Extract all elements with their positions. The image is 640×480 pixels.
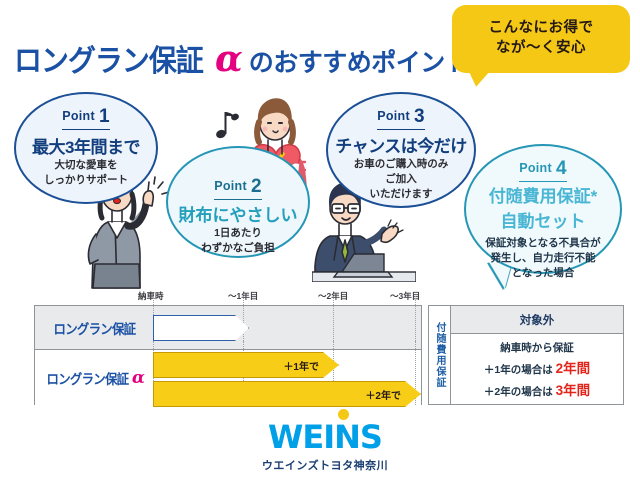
incidental-cost-line-3-prefix: ＋2年の場合は — [483, 385, 556, 398]
weins-logo-text: WEINS — [268, 418, 383, 456]
point-1-number: 1 — [98, 106, 110, 127]
page-title-main: ロングラン保証 — [14, 44, 204, 79]
point-1-heading: 最大3年間まで — [32, 138, 140, 157]
chart-row-alpha-symbol: α — [131, 368, 145, 388]
point-3-sub-line-1: お車のご購入時のみ — [353, 158, 449, 171]
page-title: ロングラン保証 α のおすすめポイント — [14, 36, 470, 80]
gridline-1 — [243, 296, 244, 349]
point-3-label: Point 3 — [377, 106, 425, 130]
chart-row-alpha-label-text: ロングラン保証 — [46, 372, 130, 388]
chart-bar-alpha-plus2: ＋2年で — [153, 381, 421, 407]
incidental-cost-panel: 付随費用保証 対象外 納車時から保証 ＋1年の場合は 2年間 ＋2年の場合は 3… — [428, 305, 624, 405]
incidental-cost-vertical-label: 付随費用保証 — [429, 306, 451, 404]
point-3-label-text: Point — [377, 109, 410, 123]
illustration-man-at-desk — [312, 182, 416, 282]
point-1-sub-line-1: 大切な愛車を — [54, 159, 118, 172]
point-1-label: Point 1 — [62, 106, 110, 130]
incidental-cost-line-2: ＋1年の場合は 2年間 — [484, 357, 590, 377]
point-2-sub-line-2: わずかなご負担 — [201, 241, 275, 254]
gridline-a3 — [415, 341, 416, 405]
incidental-cost-line-1: 納車時から保証 — [500, 341, 574, 354]
point-4-bubble: Point 4 付随費用保証* 自動セット 保証対象となる不具合が 発生し、自力走… — [464, 144, 622, 279]
point-4-sub-line-2: 発生し、自力走行不能 — [490, 251, 596, 264]
callout-line-2: なが〜く安心 — [496, 40, 586, 56]
point-3-heading: チャンスは今だけ — [335, 137, 467, 156]
chart-bar-alpha-plus2-label: ＋2年で — [365, 390, 401, 402]
chart-tick-3: ～3年目 — [390, 291, 421, 301]
chart-tick-0: 納車時 — [138, 291, 164, 301]
page-title-tail: のおすすめポイント — [248, 49, 470, 77]
gridline-a2 — [333, 341, 334, 405]
incidental-cost-line-2-years: 2年間 — [555, 360, 591, 376]
point-2-heading: 財布にやさしい — [178, 206, 298, 225]
chart-bar-alpha-plus1-label: ＋1年で — [283, 361, 319, 373]
weins-logo-wordmark: WEINS — [268, 409, 383, 456]
callout-line-1: こんなにお得で — [488, 20, 594, 37]
chart-row-standard: ロングラン保証 — [35, 296, 421, 350]
point-2-circle: Point 2 財布にやさしい 1日あたり わずかなご負担 — [166, 146, 310, 258]
gridline-3 — [415, 296, 416, 349]
incidental-cost-header: 対象外 — [451, 306, 623, 334]
chart-row-alpha: ロングラン保証 α ＋1年で ＋2年で — [35, 341, 421, 407]
point-4-label-text: Point — [519, 161, 552, 175]
incidental-cost-body: 対象外 納車時から保証 ＋1年の場合は 2年間 ＋2年の場合は 3年間 — [451, 306, 623, 404]
incidental-cost-line-3-years: 3年間 — [555, 382, 591, 398]
incidental-cost-line-3: ＋2年の場合は 3年間 — [484, 379, 590, 399]
chart-row-standard-label-text: ロングラン保証 — [53, 321, 136, 338]
point-2-label: Point 2 — [214, 176, 262, 200]
music-notes-icon — [216, 112, 239, 139]
point-4-label: Point 4 — [519, 158, 567, 182]
chart-bar-alpha-plus1: ＋1年で — [153, 352, 339, 378]
chart-axis-labels: 納車時 ～1年目 ～2年目 ～3年目 — [34, 290, 422, 304]
page-title-alpha: α — [215, 38, 243, 80]
warranty-comparison-chart: ロングラン保証 ロングラン保証 α — [34, 296, 422, 407]
point-3-sub-line-2: ご加入 — [385, 172, 417, 185]
chart-row-standard-label: ロングラン保証 — [35, 306, 153, 349]
point-2-sub-line-1: 1日あたり — [214, 227, 262, 240]
point-3-number: 3 — [413, 106, 425, 127]
incidental-cost-line-2-prefix: ＋1年の場合は — [483, 363, 556, 376]
point-2-label-text: Point — [214, 179, 247, 193]
weins-logo: WEINS ウエインズトヨタ神奈川 — [255, 409, 395, 473]
point-4-sub-line-1: 保証対象となる不具合が — [485, 236, 601, 249]
point-3-circle: Point 3 チャンスは今だけ お車のご購入時のみ ご加入 いただけます — [326, 92, 476, 208]
point-4-sub-line-3: となった場合 — [511, 266, 575, 279]
point-3-sub-line-3: いただけます — [369, 187, 433, 200]
point-1-label-text: Point — [62, 109, 95, 123]
weins-logo-dot-icon — [338, 409, 350, 420]
chart-bar-standard — [153, 315, 249, 341]
point-4-heading-line-1: 付随費用保証* — [488, 187, 598, 206]
point-1-sub-line-2: しっかりサポート — [44, 173, 128, 186]
weins-logo-subtitle: ウエインズトヨタ神奈川 — [261, 460, 389, 472]
point-4-heading-line-2: 自動セット — [500, 212, 586, 232]
gridline-2 — [333, 296, 334, 349]
incidental-cost-vertical-text: 付随費用保証 — [434, 322, 445, 388]
chart-track-standard — [153, 296, 421, 349]
chart-track-alpha: ＋1年で ＋2年で — [153, 341, 421, 407]
point-2-number: 2 — [250, 176, 262, 197]
incidental-cost-rows: 納車時から保証 ＋1年の場合は 2年間 ＋2年の場合は 3年間 — [451, 334, 623, 404]
point-4-number: 4 — [555, 158, 567, 179]
chart-row-alpha-label: ロングラン保証 α — [35, 351, 153, 405]
point-1-circle: Point 1 最大3年間まで 大切な愛車を しっかりサポート — [14, 92, 158, 204]
callout-bubble: こんなにお得で なが〜く安心 — [452, 5, 630, 73]
